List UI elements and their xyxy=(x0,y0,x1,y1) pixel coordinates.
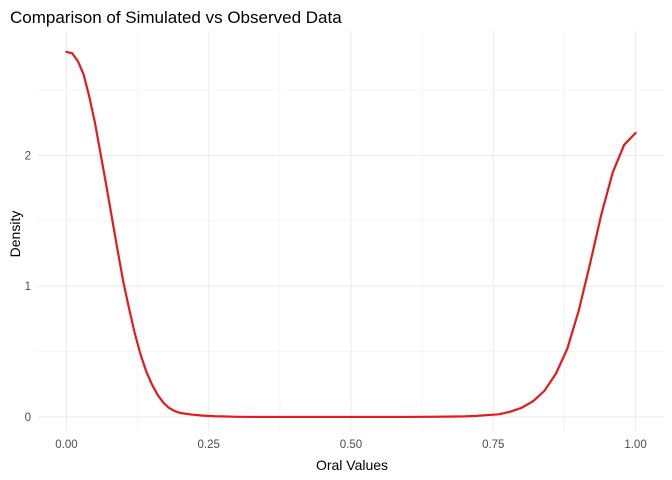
y-tick-label: 0 xyxy=(25,412,31,424)
chart-title: Comparison of Simulated vs Observed Data xyxy=(10,8,342,27)
x-tick-label: 0.50 xyxy=(340,439,362,451)
y-tick-labels: 0 1 2 xyxy=(25,150,31,424)
x-tick-labels: 0.00 0.25 0.50 0.75 1.00 xyxy=(55,439,646,451)
x-tick-label: 0.00 xyxy=(55,439,77,451)
x-tick-label: 1.00 xyxy=(624,439,646,451)
x-tick-label: 0.75 xyxy=(482,439,504,451)
y-tick-label: 1 xyxy=(25,281,31,293)
grid xyxy=(38,31,664,430)
y-axis-label: Density xyxy=(7,211,23,258)
x-tick-label: 0.25 xyxy=(198,439,220,451)
series-group xyxy=(65,50,637,419)
density-line xyxy=(65,50,637,419)
x-axis-label: Oral Values xyxy=(316,457,388,473)
y-tick-label: 2 xyxy=(25,150,31,162)
